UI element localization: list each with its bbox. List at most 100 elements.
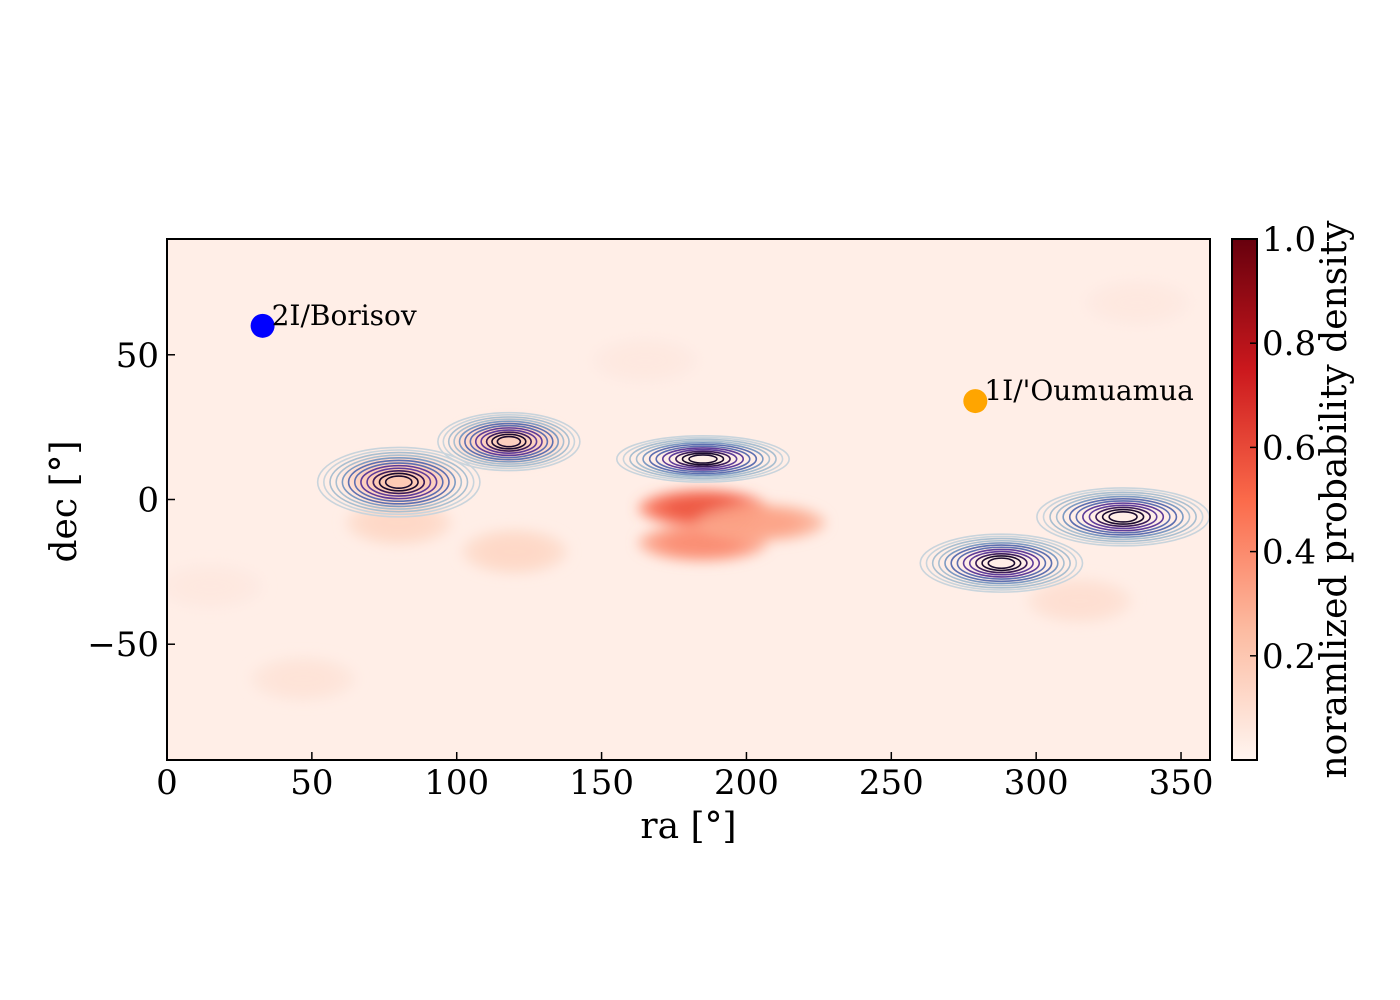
contour-line bbox=[1062, 495, 1184, 538]
contour-line bbox=[938, 539, 1065, 587]
contour-line bbox=[975, 552, 1028, 574]
contour-line bbox=[668, 448, 738, 470]
contour-line bbox=[496, 435, 522, 448]
contour-line bbox=[491, 433, 527, 450]
colorbar-tick-label: 0.8 bbox=[1262, 324, 1316, 364]
contour-line bbox=[648, 443, 758, 475]
contour-line bbox=[378, 472, 419, 492]
contour-line bbox=[968, 550, 1034, 576]
contour-line bbox=[950, 544, 1053, 583]
marker-label: 2I/Borisov bbox=[272, 299, 417, 332]
contour-line bbox=[1088, 504, 1158, 530]
contour-line bbox=[353, 462, 444, 503]
contour-line bbox=[335, 454, 463, 510]
x-tick-label: 300 bbox=[1004, 763, 1069, 803]
density-peak bbox=[249, 655, 358, 703]
x-tick-label: 250 bbox=[859, 763, 924, 803]
marker-layer: 2I/Borisov 1I/'Oumuamua bbox=[250, 299, 1194, 414]
contour-line bbox=[485, 431, 532, 452]
x-tick-label: 350 bbox=[1149, 763, 1214, 803]
contour-line bbox=[316, 446, 481, 518]
contour-line bbox=[323, 449, 475, 516]
contour-group bbox=[316, 446, 481, 518]
marker-label: 1I/'Oumuamua bbox=[984, 374, 1194, 407]
contour-line bbox=[681, 452, 725, 466]
contour-line bbox=[615, 435, 790, 483]
contour-line bbox=[987, 557, 1016, 570]
contour-line bbox=[655, 445, 751, 473]
x-tick-label: 0 bbox=[156, 763, 178, 803]
density-peak bbox=[167, 563, 265, 610]
contour-line bbox=[437, 411, 581, 472]
contour-line bbox=[962, 548, 1041, 578]
contour-line bbox=[1042, 489, 1204, 545]
contour-line bbox=[1055, 493, 1191, 541]
contour-line bbox=[661, 447, 745, 471]
marker-borisov: 2I/Borisov bbox=[250, 299, 417, 338]
contour-line bbox=[458, 420, 560, 463]
contour-line bbox=[981, 555, 1022, 572]
y-tick-label: −50 bbox=[87, 625, 159, 665]
contour-line bbox=[360, 464, 438, 500]
contour-group bbox=[615, 435, 790, 483]
contour-line bbox=[642, 441, 764, 476]
contour-line bbox=[384, 475, 413, 490]
contour-line bbox=[629, 438, 777, 480]
marker-point bbox=[250, 313, 275, 338]
y-axis-label: dec [°] bbox=[44, 440, 85, 562]
contour-line bbox=[1108, 511, 1138, 523]
density-peak bbox=[695, 503, 827, 542]
contour-line bbox=[347, 459, 450, 505]
x-tick-label: 50 bbox=[290, 763, 333, 803]
contour-line bbox=[453, 418, 565, 465]
y-tick-label: 0 bbox=[137, 481, 159, 521]
contour-line bbox=[372, 470, 426, 495]
marker-point bbox=[963, 389, 988, 414]
x-axis-label: ra [°] bbox=[640, 806, 736, 847]
contour-line bbox=[442, 414, 576, 470]
contour-line bbox=[1068, 497, 1178, 536]
contour-line bbox=[329, 451, 469, 513]
contour-line bbox=[956, 546, 1047, 580]
density-peak bbox=[460, 528, 569, 575]
contour-line bbox=[447, 416, 570, 468]
contour-line bbox=[341, 457, 456, 508]
x-tick-label: 150 bbox=[569, 763, 634, 803]
colorbar-tick-label: 1.0 bbox=[1262, 220, 1316, 260]
contour-line bbox=[480, 429, 538, 454]
density-peak bbox=[591, 337, 699, 384]
contour-line bbox=[925, 535, 1078, 591]
colorbar-gradient bbox=[1231, 238, 1258, 761]
marker-oumuamua: 1I/'Oumuamua bbox=[963, 374, 1194, 414]
colorbar-tick-label: 0.4 bbox=[1262, 533, 1316, 573]
contour-line bbox=[1101, 508, 1145, 525]
contour-line bbox=[1082, 502, 1165, 532]
contour-line bbox=[1075, 500, 1171, 534]
contour-group bbox=[437, 411, 581, 472]
colorbar-ticks: 0.2 0.4 0.6 0.8 1.0 bbox=[1250, 220, 1316, 677]
contour-line bbox=[919, 533, 1084, 593]
contour-line bbox=[635, 440, 771, 478]
contour-line bbox=[474, 427, 543, 457]
contour-line bbox=[469, 424, 549, 459]
y-axis: 50 0 −50 bbox=[87, 336, 175, 665]
contour-line bbox=[622, 436, 784, 482]
contour-line bbox=[366, 467, 432, 497]
contour-line bbox=[1095, 506, 1151, 528]
colorbar: 0.2 0.4 0.6 0.8 1.0 noramlized probability d… bbox=[1231, 220, 1355, 779]
colorbar-tick-label: 0.6 bbox=[1262, 428, 1316, 468]
contour-line bbox=[931, 537, 1071, 589]
x-axis: 0 50 100 150 200 250 300 350 bbox=[156, 752, 1213, 803]
colorbar-tick-label: 0.2 bbox=[1262, 637, 1316, 677]
contour-group bbox=[919, 533, 1084, 593]
contour-line bbox=[464, 422, 554, 461]
x-tick-label: 100 bbox=[424, 763, 489, 803]
density-peak bbox=[1025, 577, 1134, 624]
contour-line bbox=[944, 542, 1059, 585]
contour-line bbox=[1049, 491, 1197, 543]
plot-area: 2I/Borisov 1I/'Oumuamua bbox=[166, 238, 1211, 761]
contour-line bbox=[675, 450, 731, 468]
x-tick-label: 200 bbox=[714, 763, 779, 803]
y-tick-label: 50 bbox=[116, 336, 159, 376]
